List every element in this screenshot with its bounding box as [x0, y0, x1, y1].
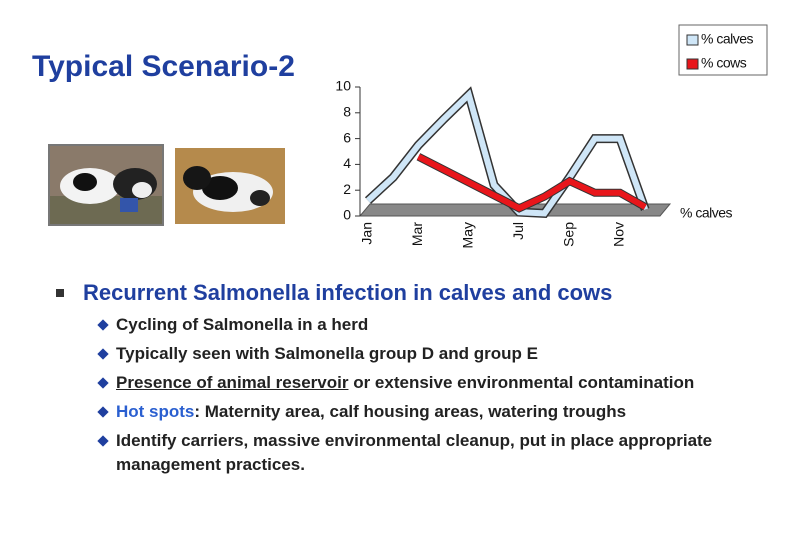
main-bullet: Recurrent Salmonella infection in calves… [83, 280, 613, 305]
legend-swatch [686, 34, 699, 46]
sub-bullet: Cycling of Salmonella in a herd [116, 313, 756, 337]
y-tick-label: 2 [343, 181, 351, 197]
sub-bullet: Typically seen with Salmonella group D a… [116, 342, 756, 366]
y-tick-label: 10 [335, 78, 351, 94]
highlight: Hot spots [116, 402, 195, 421]
chart: 0 2 4 6 8 10 Jan Mar May Jul Sep Nov % calves % calve… [335, 24, 768, 248]
y-tick-label: 4 [343, 155, 351, 171]
x-tick-label: Jul [510, 222, 526, 240]
x-tick-label: May [460, 222, 476, 248]
slide-title: Typical Scenario-2 [32, 50, 295, 83]
legend-label: % cows [701, 55, 747, 71]
x-tick-label: Nov [611, 222, 627, 247]
legend-swatch [686, 58, 699, 70]
photo-calf [175, 148, 285, 224]
sub-bullet: Identify carriers, massive environmental… [116, 429, 756, 477]
sub-bullets: Cycling of Salmonella in a herd Typicall… [116, 313, 756, 482]
x-tick-label: Jan [359, 222, 375, 245]
x-tick-label: Mar [409, 222, 425, 246]
bullet [56, 289, 64, 297]
sub-bullet: Presence of animal reservoir or extensiv… [116, 371, 756, 395]
depth-label: % calves [680, 205, 733, 221]
y-tick-label: 8 [343, 104, 351, 120]
photo-cows [48, 144, 164, 226]
text: or extensive environmental contamination [353, 373, 695, 392]
text: : Maternity area, calf housing areas, wa… [194, 402, 627, 421]
y-tick-label: 6 [343, 129, 351, 145]
y-tick-label: 0 [343, 207, 351, 223]
sub-bullet: Hot spots: Maternity area, calf housing … [116, 400, 756, 424]
underlined-text: Presence of animal reservoir [116, 373, 349, 392]
x-tick-label: Sep [560, 222, 576, 247]
series-line [417, 153, 647, 212]
legend-label: % calves [701, 31, 754, 47]
